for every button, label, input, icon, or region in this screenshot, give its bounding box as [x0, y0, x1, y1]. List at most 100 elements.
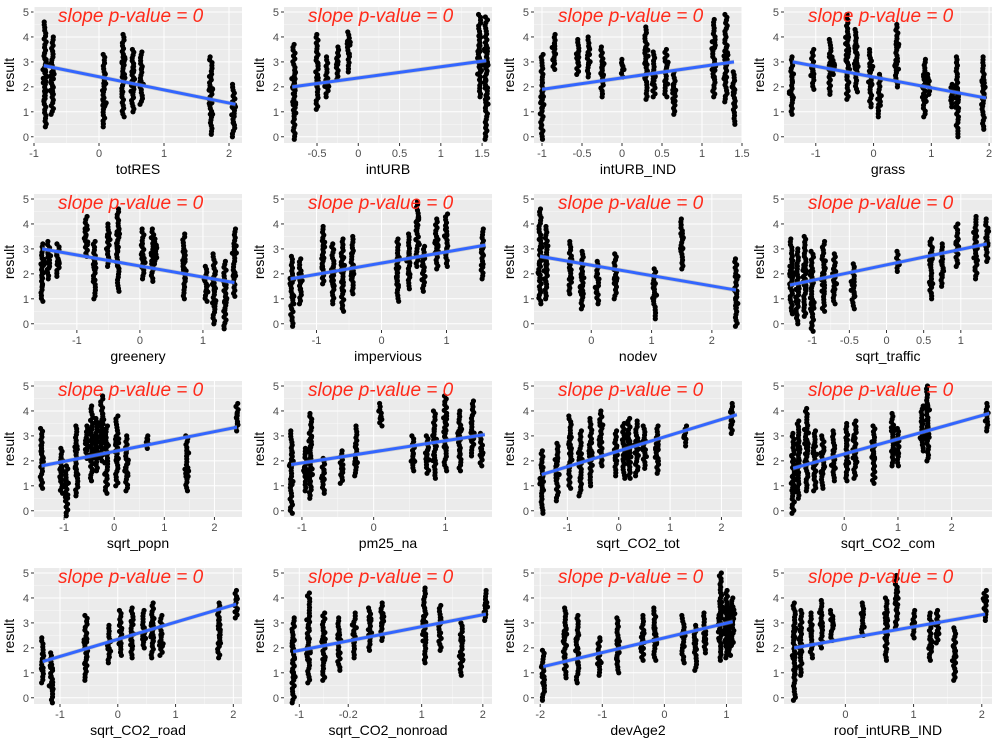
data-point: [926, 407, 933, 413]
y-tick-label: 4: [773, 406, 779, 418]
slope-pvalue-annotation: slope p-value = 0: [808, 193, 954, 214]
y-tick-label: 0: [773, 132, 779, 144]
data-point: [216, 600, 222, 606]
data-point: [540, 93, 546, 100]
x-tick-label: 1.5: [474, 148, 489, 160]
data-point: [314, 31, 320, 38]
data-point: [612, 251, 618, 257]
data-points: [786, 11, 988, 140]
data-point: [643, 453, 649, 460]
data-point: [475, 11, 482, 18]
data-point: [870, 63, 876, 70]
data-point: [619, 56, 625, 63]
data-point: [306, 590, 312, 596]
y-tick-label: 5: [273, 381, 279, 393]
data-point: [182, 231, 188, 237]
facet-panel-sqrt_CO2_com: 0 1 2 3 4 5 0 1 2 slope p-value = 0 sqrt_CO2_com re…: [750, 374, 1000, 561]
data-point: [104, 440, 110, 447]
data-point: [222, 258, 229, 264]
data-point: [206, 73, 213, 80]
x-tick-label: 0: [870, 148, 876, 160]
data-points: [38, 206, 239, 332]
data-point: [585, 34, 591, 40]
data-point: [973, 239, 979, 246]
data-point: [39, 282, 45, 289]
x-tick-label: 1.5: [734, 148, 749, 160]
data-point: [39, 651, 45, 657]
data-point: [100, 96, 106, 103]
data-point: [104, 460, 110, 466]
data-point: [479, 451, 485, 458]
data-point: [442, 420, 449, 426]
data-point: [801, 233, 807, 240]
data-point: [484, 85, 491, 91]
data-point: [805, 430, 812, 436]
data-point: [395, 270, 401, 276]
data-point: [475, 48, 481, 54]
y-tick-label: 0: [523, 132, 529, 144]
data-point: [149, 620, 155, 626]
data-point: [49, 665, 56, 671]
x-tick-label: 1: [895, 522, 901, 534]
data-point: [612, 452, 619, 458]
data-point: [711, 74, 717, 80]
data-point: [537, 475, 543, 482]
regression-line: [541, 60, 735, 91]
data-point: [925, 71, 931, 77]
data-point: [651, 266, 657, 272]
data-point: [37, 425, 44, 432]
data-point: [807, 295, 814, 301]
data-point: [476, 33, 482, 39]
data-point: [62, 484, 68, 490]
data-point: [821, 238, 828, 245]
data-point: [395, 236, 401, 242]
data-point: [597, 441, 603, 448]
data-point: [468, 420, 474, 426]
data-point: [305, 637, 312, 643]
data-point: [566, 441, 572, 447]
data-point: [485, 95, 491, 101]
data-point: [589, 462, 595, 468]
data-point: [234, 421, 240, 427]
data-point: [50, 84, 56, 90]
y-tick-label: 0: [23, 132, 29, 144]
data-point: [413, 236, 419, 243]
data-point: [645, 53, 651, 59]
data-point: [457, 452, 463, 458]
regression-line: [789, 242, 988, 287]
data-point: [340, 462, 346, 468]
x-tick-label: 2: [949, 522, 955, 534]
data-point: [152, 236, 158, 242]
data-point: [151, 243, 157, 249]
data-point: [45, 238, 51, 245]
data-point: [82, 612, 88, 619]
data-point: [670, 82, 676, 88]
data-point: [444, 211, 451, 217]
data-point: [480, 226, 486, 232]
data-point: [876, 71, 883, 77]
x-tick-label: 1: [200, 335, 206, 347]
y-axis-title: result: [251, 432, 267, 466]
x-tick-label: -0.5: [308, 148, 327, 160]
data-point: [889, 410, 895, 417]
data-point: [43, 69, 49, 75]
data-point: [894, 21, 900, 28]
data-point: [851, 434, 857, 441]
data-point: [788, 236, 794, 242]
x-tick-label: -0.5: [573, 148, 592, 160]
data-point: [291, 301, 297, 307]
y-tick-label: 4: [273, 219, 279, 231]
regression-line: [541, 413, 738, 477]
data-point: [350, 233, 356, 240]
data-point: [953, 100, 959, 106]
data-point: [368, 616, 374, 622]
data-point: [99, 87, 106, 94]
data-point: [537, 275, 543, 281]
data-point: [222, 307, 228, 313]
data-point: [441, 429, 447, 435]
x-axis-title: intURB_IND: [600, 161, 676, 177]
data-point: [596, 276, 602, 282]
data-point: [123, 450, 129, 456]
data-point: [145, 436, 151, 443]
